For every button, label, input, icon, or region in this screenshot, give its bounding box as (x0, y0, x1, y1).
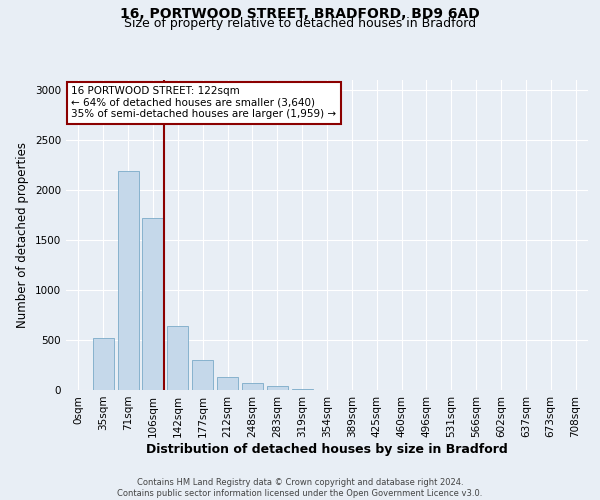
Bar (167, 326, 188, 390)
Bar (242, 382, 263, 390)
Text: Contains HM Land Registry data © Crown copyright and database right 2024.
Contai: Contains HM Land Registry data © Crown c… (118, 478, 482, 498)
Bar (267, 386, 288, 390)
Text: Distribution of detached houses by size in Bradford: Distribution of detached houses by size … (146, 442, 508, 456)
Bar (142, 218, 164, 390)
Text: 16, PORTWOOD STREET, BRADFORD, BD9 6AD: 16, PORTWOOD STREET, BRADFORD, BD9 6AD (120, 8, 480, 22)
Text: 16 PORTWOOD STREET: 122sqm
← 64% of detached houses are smaller (3,640)
35% of s: 16 PORTWOOD STREET: 122sqm ← 64% of deta… (71, 86, 337, 120)
Text: Size of property relative to detached houses in Bradford: Size of property relative to detached ho… (124, 18, 476, 30)
Bar (192, 360, 213, 390)
Y-axis label: Number of detached properties: Number of detached properties (16, 142, 29, 328)
Bar (118, 171, 139, 390)
Bar (292, 388, 313, 390)
Bar (93, 338, 114, 390)
Bar (217, 377, 238, 390)
